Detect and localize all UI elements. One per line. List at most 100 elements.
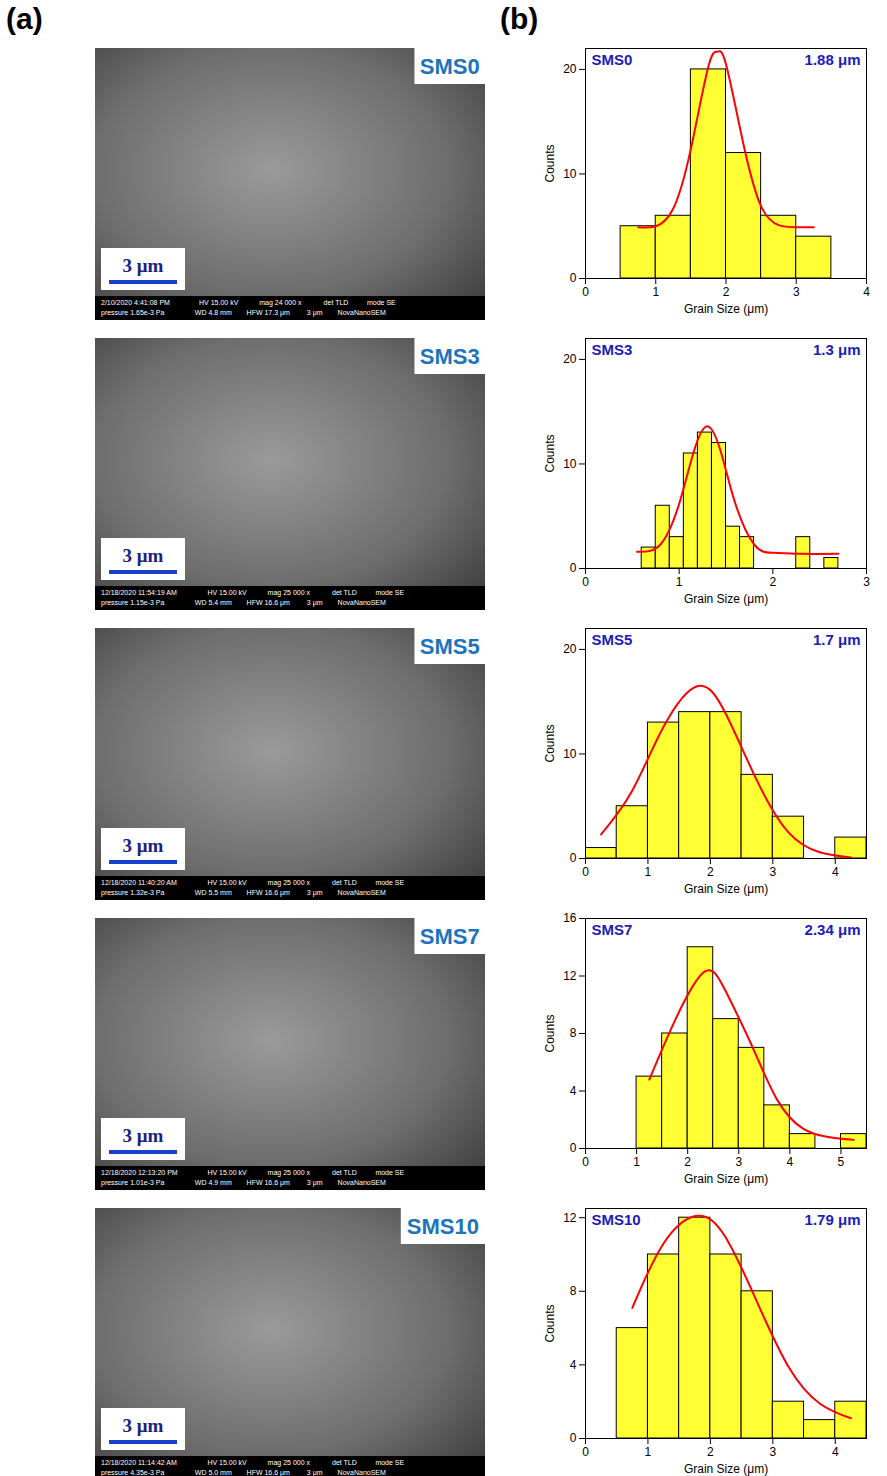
svg-text:SMS10: SMS10 [407, 1214, 479, 1239]
svg-text:10: 10 [563, 747, 577, 761]
svg-text:HFW 16.6 μm: HFW 16.6 μm [247, 1469, 290, 1476]
svg-text:WD 5.5 mm: WD 5.5 mm [195, 889, 232, 896]
svg-text:mode SE: mode SE [375, 1459, 404, 1466]
svg-text:Grain Size (μm): Grain Size (μm) [684, 1462, 768, 1476]
svg-text:1.79 μm: 1.79 μm [805, 1211, 861, 1228]
svg-text:10: 10 [563, 457, 577, 471]
svg-text:NovaNanoSEM: NovaNanoSEM [338, 1179, 386, 1186]
svg-text:WD 4.9 mm: WD 4.9 mm [195, 1179, 232, 1186]
svg-text:HV 15.00 kV: HV 15.00 kV [199, 299, 239, 306]
svg-text:3 μm: 3 μm [307, 889, 323, 897]
svg-text:Grain Size (μm): Grain Size (μm) [684, 592, 768, 606]
svg-text:Grain Size (μm): Grain Size (μm) [684, 1172, 768, 1186]
svg-text:3 μm: 3 μm [123, 1415, 164, 1436]
svg-text:4: 4 [570, 1358, 577, 1372]
svg-text:1: 1 [645, 865, 652, 879]
svg-text:mag 25 000 x: mag 25 000 x [268, 879, 311, 887]
svg-text:NovaNanoSEM: NovaNanoSEM [338, 1469, 386, 1476]
svg-text:Counts: Counts [543, 1014, 557, 1052]
svg-text:2: 2 [684, 1155, 691, 1169]
svg-text:SMS7: SMS7 [420, 924, 480, 949]
svg-text:0: 0 [582, 575, 589, 589]
svg-text:2: 2 [723, 285, 730, 299]
svg-text:1: 1 [645, 1445, 652, 1459]
svg-text:SMS5: SMS5 [420, 634, 480, 659]
svg-text:3 μm: 3 μm [307, 1469, 323, 1476]
svg-text:0: 0 [570, 1431, 577, 1445]
svg-text:HFW 16.6 μm: HFW 16.6 μm [247, 599, 290, 607]
svg-text:0: 0 [582, 1445, 589, 1459]
svg-text:1.88 μm: 1.88 μm [805, 51, 861, 68]
svg-text:12/18/2020 11:14:42 AM: 12/18/2020 11:14:42 AM [101, 1459, 177, 1466]
svg-text:mag 25 000 x: mag 25 000 x [268, 1459, 311, 1467]
svg-text:Counts: Counts [543, 1304, 557, 1342]
svg-text:12/18/2020 12:13:20 PM: 12/18/2020 12:13:20 PM [101, 1169, 178, 1176]
svg-text:20: 20 [563, 352, 577, 366]
svg-text:3 μm: 3 μm [123, 835, 164, 856]
svg-text:12/18/2020 11:40:20 AM: 12/18/2020 11:40:20 AM [101, 879, 177, 886]
svg-text:det TLD: det TLD [332, 879, 357, 886]
svg-text:3 μm: 3 μm [307, 309, 323, 317]
svg-text:4: 4 [863, 285, 870, 299]
svg-text:SMS7: SMS7 [592, 921, 633, 938]
svg-text:8: 8 [570, 1026, 577, 1040]
svg-text:3 μm: 3 μm [123, 1125, 164, 1146]
svg-text:0: 0 [570, 561, 577, 575]
svg-text:SMS0: SMS0 [592, 51, 633, 68]
svg-text:0: 0 [582, 285, 589, 299]
svg-text:HV 15.00 kV: HV 15.00 kV [207, 1169, 247, 1176]
svg-text:0: 0 [570, 271, 577, 285]
svg-text:3 μm: 3 μm [307, 599, 323, 607]
svg-text:0: 0 [570, 1141, 577, 1155]
svg-text:12/18/2020 11:54:19 AM: 12/18/2020 11:54:19 AM [101, 589, 177, 596]
svg-text:12: 12 [563, 969, 577, 983]
svg-text:HV 15.00 kV: HV 15.00 kV [207, 879, 247, 886]
svg-text:3: 3 [769, 1445, 776, 1459]
svg-text:3: 3 [793, 285, 800, 299]
svg-text:3: 3 [735, 1155, 742, 1169]
svg-text:8: 8 [570, 1284, 577, 1298]
svg-text:1: 1 [676, 575, 683, 589]
svg-text:12: 12 [563, 1211, 577, 1225]
svg-text:1.3 μm: 1.3 μm [813, 341, 861, 358]
svg-text:2/10/2020 4:41:08 PM: 2/10/2020 4:41:08 PM [101, 299, 170, 306]
svg-text:4: 4 [570, 1084, 577, 1098]
svg-text:mag 25 000 x: mag 25 000 x [268, 1169, 311, 1177]
svg-text:mag 24 000 x: mag 24 000 x [259, 299, 302, 307]
svg-text:pressure 1.32e-3 Pa: pressure 1.32e-3 Pa [101, 889, 165, 897]
svg-text:mag 25 000 x: mag 25 000 x [268, 589, 311, 597]
svg-text:10: 10 [563, 167, 577, 181]
svg-text:20: 20 [563, 642, 577, 656]
svg-text:mode SE: mode SE [375, 879, 404, 886]
svg-text:20: 20 [563, 62, 577, 76]
svg-text:det TLD: det TLD [332, 1169, 357, 1176]
svg-text:0: 0 [582, 1155, 589, 1169]
svg-text:1: 1 [633, 1155, 640, 1169]
svg-text:Counts: Counts [543, 144, 557, 182]
svg-text:WD 4.8 mm: WD 4.8 mm [195, 309, 232, 316]
svg-text:SMS3: SMS3 [420, 344, 480, 369]
svg-text:mode SE: mode SE [367, 299, 396, 306]
svg-text:HV 15.00 kV: HV 15.00 kV [207, 1459, 247, 1466]
svg-text:4: 4 [787, 1155, 794, 1169]
svg-text:det TLD: det TLD [332, 589, 357, 596]
svg-text:SMS3: SMS3 [592, 341, 633, 358]
svg-text:SMS0: SMS0 [420, 54, 480, 79]
svg-text:2: 2 [769, 575, 776, 589]
svg-text:4: 4 [832, 865, 839, 879]
svg-text:pressure 1.01e-3 Pa: pressure 1.01e-3 Pa [101, 1179, 165, 1187]
svg-text:HV 15.00 kV: HV 15.00 kV [207, 589, 247, 596]
svg-text:16: 16 [563, 911, 577, 925]
svg-text:HFW 16.6 μm: HFW 16.6 μm [247, 889, 290, 897]
svg-text:3: 3 [863, 575, 870, 589]
svg-text:1: 1 [652, 285, 659, 299]
svg-text:Counts: Counts [543, 434, 557, 472]
svg-text:pressure 1.15e-3 Pa: pressure 1.15e-3 Pa [101, 599, 165, 607]
svg-text:Grain Size (μm): Grain Size (μm) [684, 302, 768, 316]
svg-text:2.34 μm: 2.34 μm [805, 921, 861, 938]
svg-text:SMS5: SMS5 [592, 631, 633, 648]
svg-text:4: 4 [832, 1445, 839, 1459]
svg-text:5: 5 [838, 1155, 845, 1169]
svg-text:3 μm: 3 μm [123, 255, 164, 276]
svg-text:3: 3 [769, 865, 776, 879]
